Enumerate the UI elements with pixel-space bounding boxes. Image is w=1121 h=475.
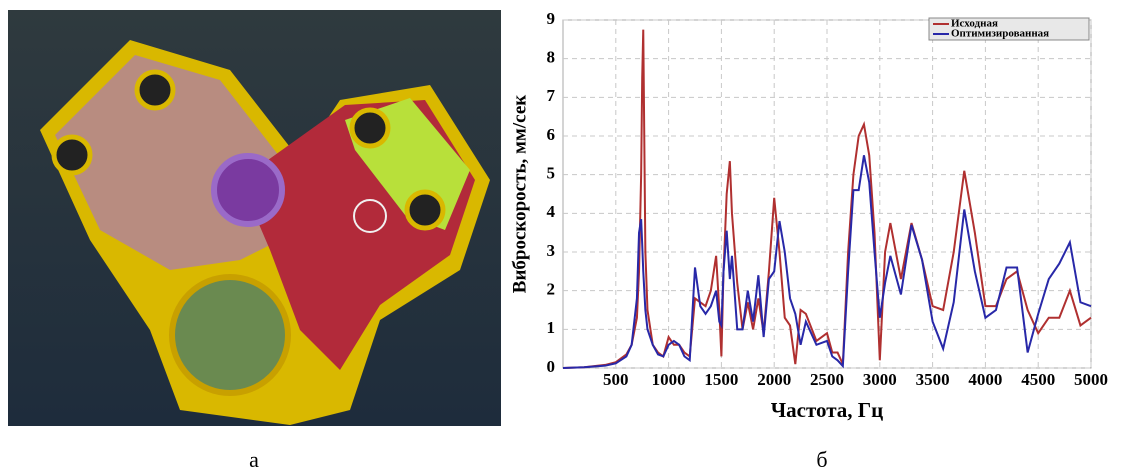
y-tick-label: 1	[547, 318, 556, 337]
x-tick-label: 4000	[968, 370, 1002, 389]
series-line	[562, 155, 1092, 369]
y-tick-label: 5	[547, 164, 556, 183]
y-tick-label: 8	[547, 48, 556, 67]
legend-label: Оптимизированная	[951, 28, 1049, 40]
y-tick-label: 9	[547, 9, 556, 28]
y-tick-label: 6	[547, 125, 556, 144]
panel-label: а	[249, 447, 259, 472]
x-tick-label: 5000	[1074, 370, 1108, 389]
render-image	[8, 10, 501, 426]
x-tick-label: 3500	[916, 370, 950, 389]
y-tick-label: 2	[547, 280, 556, 299]
y-tick-label: 0	[547, 357, 556, 376]
legend-box	[928, 17, 1090, 41]
panel-label: б	[816, 447, 827, 472]
y-tick-label: 3	[547, 241, 556, 260]
y-tick-label: 4	[547, 202, 556, 221]
x-axis-title: Частота, Гц	[771, 398, 884, 422]
y-axis-title: Виброскорость, мм/сек	[509, 95, 530, 293]
x-tick-label: 500	[603, 370, 629, 389]
x-tick-label: 4500	[1021, 370, 1055, 389]
x-tick-label: 2500	[810, 370, 844, 389]
x-tick-label: 1500	[704, 370, 738, 389]
x-tick-label: 2000	[757, 370, 791, 389]
x-tick-label: 3000	[863, 370, 897, 389]
legend-label: Исходная	[951, 18, 998, 30]
x-tick-label: 1000	[652, 370, 686, 389]
y-tick-label: 7	[547, 86, 556, 105]
